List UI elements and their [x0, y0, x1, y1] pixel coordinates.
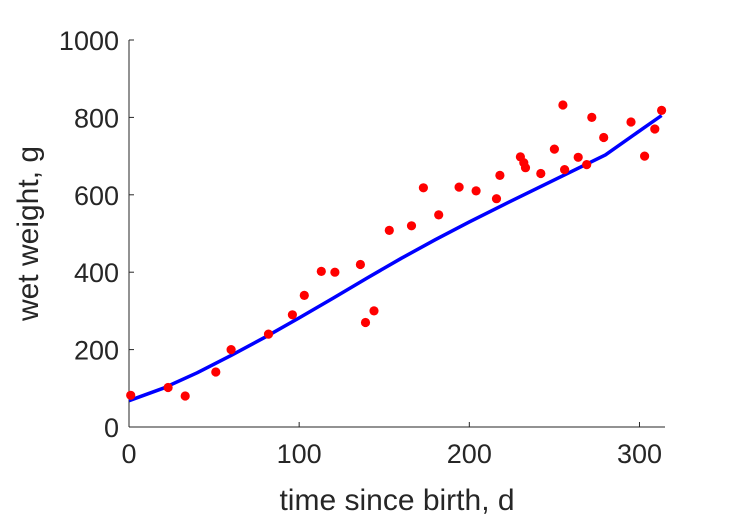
data-point [360, 317, 371, 328]
data-point [299, 290, 309, 300]
y-tick-label: 1000 [59, 26, 119, 56]
data-point [626, 117, 636, 127]
x-tick-label: 0 [121, 439, 136, 469]
data-point [520, 163, 531, 173]
data-point [495, 170, 505, 180]
y-tick-label: 0 [104, 413, 119, 443]
data-point [599, 132, 609, 143]
y-tick-label: 400 [74, 258, 119, 288]
data-point [211, 367, 221, 377]
data-point [558, 100, 568, 110]
data-point [491, 194, 502, 204]
data-point [640, 151, 650, 161]
data-point [549, 144, 560, 154]
data-point [316, 266, 326, 276]
data-point [163, 382, 173, 393]
axes: 0 100 200 300 0 200 400 600 800 1000 [59, 26, 665, 469]
data-point [434, 210, 444, 220]
data-point [582, 160, 592, 170]
x-tick-label: 200 [447, 439, 492, 469]
data-point [330, 267, 340, 277]
data-point [406, 221, 417, 231]
x-tick-label: 100 [277, 439, 322, 469]
y-tick-label: 600 [74, 181, 119, 211]
data-point [226, 345, 236, 355]
data-point [657, 105, 667, 115]
data-point [536, 168, 546, 179]
data-point [287, 310, 297, 320]
y-tick-label: 800 [74, 103, 119, 133]
series-layer [126, 100, 667, 403]
data-point [180, 391, 190, 401]
data-point [355, 259, 365, 270]
data-point [369, 306, 379, 316]
data-point [126, 390, 136, 400]
data-point [573, 152, 583, 162]
data-point [471, 186, 481, 196]
data-point [650, 124, 660, 134]
data-point [454, 182, 464, 192]
data-point [560, 165, 570, 175]
data-point [263, 329, 274, 339]
y-axis-label: wet weight, g [12, 146, 45, 322]
data-point [384, 225, 394, 235]
data-point [418, 183, 428, 193]
data-point [587, 112, 597, 122]
x-axis-label: time since birth, d [279, 484, 514, 517]
x-tick-label: 300 [617, 439, 662, 469]
y-tick-label: 200 [74, 336, 119, 366]
